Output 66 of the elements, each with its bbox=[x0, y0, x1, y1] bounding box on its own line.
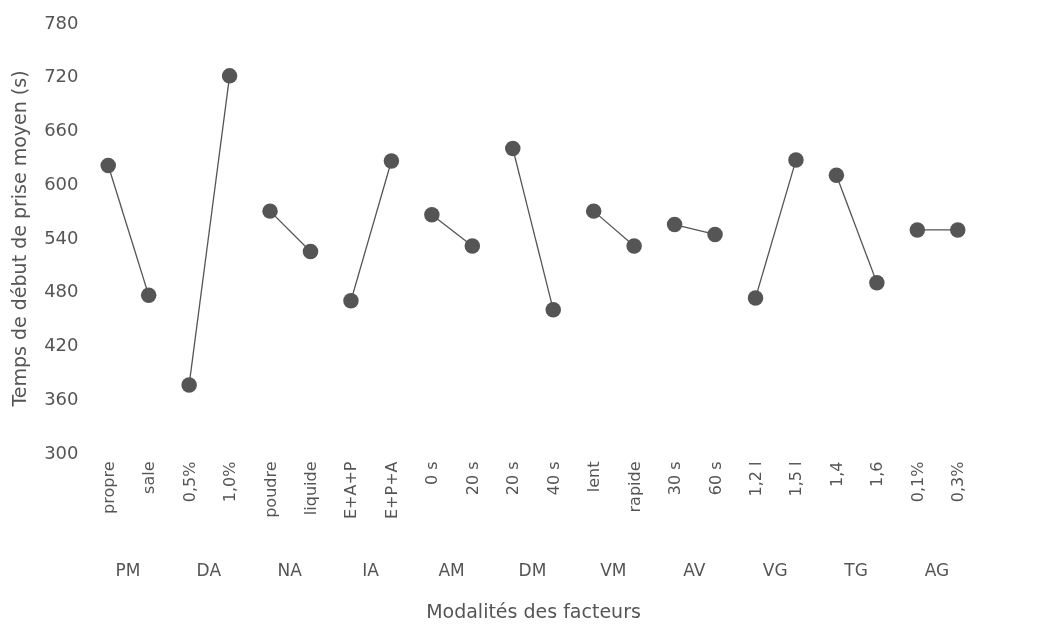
x-tick-label: 0,1% bbox=[907, 461, 927, 503]
y-tick-label: 720 bbox=[44, 65, 79, 87]
y-tick-label: 360 bbox=[44, 387, 79, 409]
x-tick-label: E+A+P bbox=[341, 461, 361, 520]
point bbox=[707, 226, 723, 243]
x-tick-label: 40 s bbox=[543, 461, 563, 496]
point bbox=[585, 203, 602, 219]
text: AM bbox=[438, 560, 465, 580]
point bbox=[505, 140, 521, 157]
y-tick-label: 600 bbox=[44, 172, 79, 194]
point bbox=[140, 287, 157, 304]
x-tick-label: poudre bbox=[260, 461, 280, 518]
x-tick-label: lent bbox=[584, 461, 604, 493]
x-tick-label: sale bbox=[139, 461, 159, 494]
point bbox=[788, 152, 804, 168]
text: VM bbox=[600, 560, 627, 580]
y-tick-label: 480 bbox=[44, 280, 79, 302]
point bbox=[302, 243, 319, 260]
text: PM bbox=[115, 560, 141, 580]
y-tick-label: 300 bbox=[44, 441, 79, 463]
point bbox=[747, 290, 764, 306]
x-tick-label: E+P+A bbox=[381, 461, 401, 520]
x-tick-label: rapide bbox=[624, 461, 644, 513]
point bbox=[181, 377, 197, 393]
y-tick-label: 780 bbox=[44, 11, 79, 33]
point bbox=[343, 292, 359, 309]
text: DM bbox=[518, 560, 547, 580]
text: TG bbox=[843, 560, 868, 580]
y-tick-label: 660 bbox=[44, 119, 79, 140]
text: AG bbox=[924, 560, 950, 580]
y-tick-label: 420 bbox=[44, 334, 79, 355]
point bbox=[100, 157, 116, 174]
point bbox=[545, 301, 561, 318]
y-tick-label: 540 bbox=[44, 226, 79, 248]
point bbox=[262, 203, 278, 219]
x-tick-label: 1,0% bbox=[220, 461, 240, 503]
point bbox=[869, 275, 885, 291]
x-tick-label: 1,5 l bbox=[786, 461, 806, 497]
y-axis-title: Temps de début de prise moyen (s) bbox=[8, 70, 31, 408]
point bbox=[950, 222, 966, 238]
x-tick-label: 1,2 l bbox=[746, 461, 765, 497]
x-tick-label: 30 s bbox=[665, 461, 685, 496]
point bbox=[626, 238, 642, 254]
text: NA bbox=[277, 560, 303, 580]
point bbox=[909, 222, 926, 238]
x-axis-title: Modalités des facteurs bbox=[426, 600, 641, 623]
point bbox=[464, 238, 481, 254]
x-tick-label: 20 s bbox=[462, 461, 482, 496]
point bbox=[828, 167, 845, 184]
text: DA bbox=[196, 560, 222, 580]
point bbox=[221, 68, 238, 84]
x-tick-label: 1,6 bbox=[867, 461, 887, 487]
x-tick-label: 0,3% bbox=[948, 461, 968, 503]
text: VG bbox=[762, 560, 788, 580]
text: AV bbox=[683, 560, 706, 580]
point bbox=[424, 206, 440, 223]
x-tick-label: propre bbox=[98, 461, 118, 514]
x-tick-label: 20 s bbox=[503, 461, 523, 496]
text: IA bbox=[362, 560, 380, 580]
x-tick-label: 1,4 bbox=[826, 461, 846, 487]
x-tick-label: liquide bbox=[301, 461, 320, 516]
x-tick-label: 60 s bbox=[705, 461, 725, 496]
point bbox=[666, 216, 683, 233]
x-tick-label: 0,5% bbox=[179, 461, 199, 503]
x-tick-label: 0 s bbox=[422, 461, 442, 486]
point bbox=[383, 153, 400, 169]
